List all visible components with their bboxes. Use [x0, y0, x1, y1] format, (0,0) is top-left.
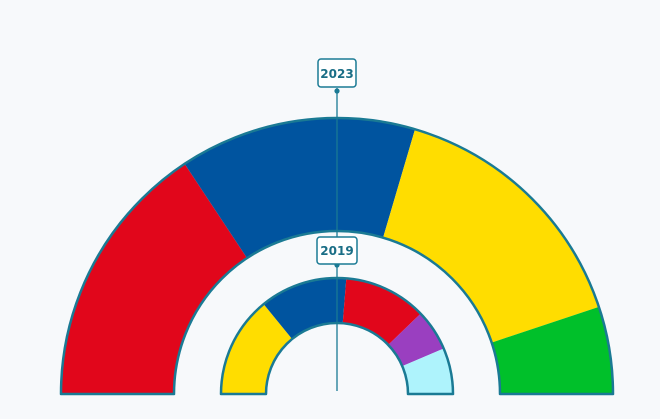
ring-outer-segment-2	[184, 118, 416, 259]
year-label-inner: 2019	[316, 236, 358, 265]
ring-inner-segment-5	[402, 348, 453, 394]
year-label-box	[316, 236, 358, 265]
ring-inner-segment-3	[342, 278, 421, 345]
ring-inner-segment-1	[221, 304, 293, 394]
ring-outer-segment-3	[383, 129, 599, 343]
ring-outer-segment-4	[491, 306, 613, 394]
year-label-text: 2019	[320, 244, 353, 258]
ring-inner	[219, 276, 455, 396]
year-label-outer: 2023	[317, 58, 357, 88]
ring-outer-segment-1	[61, 163, 248, 394]
ring-inner-outline	[219, 276, 455, 396]
year-label-text: 2023	[320, 67, 353, 81]
ring-outer-outline	[59, 116, 615, 396]
ring-outer	[59, 116, 615, 396]
ring-inner-segment-4	[388, 313, 444, 367]
label-pointer-dot-outer	[334, 88, 340, 94]
year-label-box	[317, 58, 357, 88]
